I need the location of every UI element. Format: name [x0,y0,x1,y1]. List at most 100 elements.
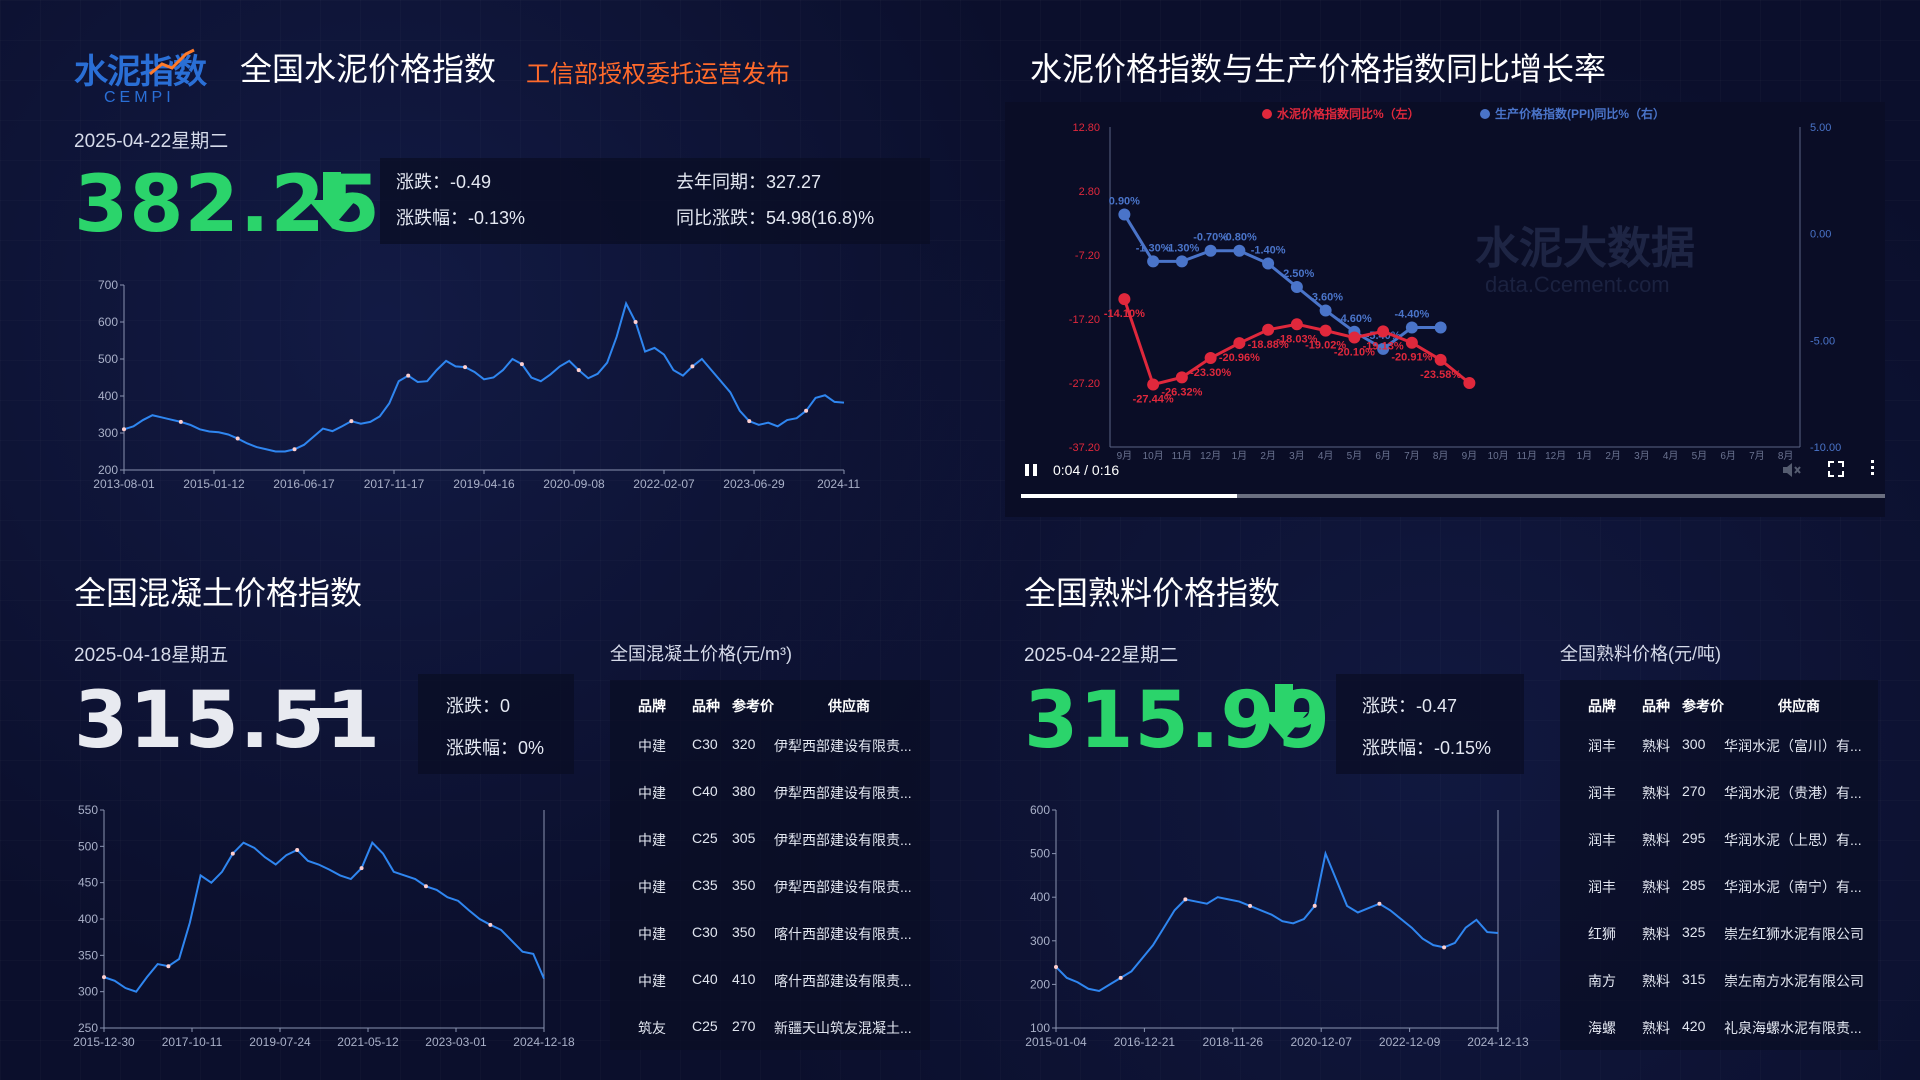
concrete-date: 2025-04-18星期五 [74,645,229,666]
cement-yoy-label: -18.03% [1276,333,1317,345]
data-point [122,427,126,432]
y-right-tick-label: -5.00 [1810,335,1835,347]
grade-cell: 熟料 [1642,973,1670,989]
supplier-cell: 伊犁西部建设有限责... [774,832,912,848]
table-row[interactable]: 中建 C30 320 伊犁西部建设有限责... [610,736,930,760]
x-tick-label: 2月 [1260,450,1276,462]
x-tick-label: 10月 [1143,450,1164,462]
table-row[interactable]: 中建 C35 350 伊犁西部建设有限责... [610,877,930,901]
ppi-label: -4.40% [1394,309,1429,321]
cement-yoy-point [1434,353,1447,366]
brand-cell: 中建 [638,785,666,801]
clinker-date: 2025-04-22星期二 [1024,645,1179,666]
series-line [123,300,845,453]
cement-change-pct: 涨跌幅：-0.13% [396,208,526,228]
cement-yoy-label: -27.44% [1133,394,1174,406]
price-cell: 410 [732,971,756,987]
table-row[interactable]: 润丰 熟料 300 华润水泥（富川）有... [1560,736,1878,760]
table-row[interactable]: 海螺 熟料 420 礼泉海螺水泥有限责... [1560,1018,1878,1042]
brand-cell: 润丰 [1588,832,1616,848]
x-tick-label: 5月 [1347,450,1363,462]
y-left-tick-label: -7.20 [1075,250,1100,262]
arrow-down-icon [1260,684,1308,740]
table-row[interactable]: 润丰 熟料 295 华润水泥（上思）有... [1560,830,1878,854]
table-header: 品牌 [1588,698,1616,714]
video-time: 0:04 / 0:16 [1053,462,1120,478]
concrete-history-chart[interactable]: 250 300 350 400 450 500 550 2015-12-30 2017-10-1… [60,800,580,1050]
table-header: 供应商 [1778,698,1820,714]
table-row[interactable]: 筑友 C25 270 新疆天山筑友混凝土... [610,1018,930,1042]
table-row[interactable]: 中建 C30 350 喀什西部建设有限责... [610,924,930,948]
ppi-label: -1.30% [1136,242,1171,254]
table-row[interactable]: 润丰 熟料 285 华润水泥（南宁）有... [1560,877,1878,901]
fullscreen-icon[interactable] [1827,460,1845,478]
data-point [488,922,493,927]
cement-history-chart[interactable]: 200 300 400 500 600 700 2013-08-01 2015-01-12 20… [80,275,860,500]
table-row[interactable]: 南方 熟料 315 崇左南方水泥有限公司 [1560,971,1878,995]
cement-yoy-point [1405,336,1418,349]
grade-cell: C25 [692,830,718,846]
more-options-icon[interactable] [1871,460,1875,475]
data-point [1442,945,1447,950]
cement-yoy-label: -14.10% [1104,308,1145,320]
price-cell: 295 [1682,830,1706,846]
y-tick-label: 400 [98,389,118,403]
table-row[interactable]: 中建 C40 410 喀什西部建设有限责... [610,971,930,995]
x-tick-label: 2015-12-30 [73,1035,135,1049]
supplier-cell: 华润水泥（贵港）有... [1724,785,1862,801]
cement-yoy-point [1204,352,1217,365]
clinker-change: 涨跌：-0.47 [1362,696,1458,716]
table-row[interactable]: 润丰 熟料 270 华润水泥（贵港）有... [1560,783,1878,807]
grade-cell: 熟料 [1642,879,1670,895]
cement-yoy-point [1175,371,1188,384]
x-tick-label: 2016-06-17 [273,477,335,491]
ppi-label: 0.90% [1109,195,1140,207]
y-tick-label: 400 [78,912,98,926]
y-tick-label: 300 [78,985,98,999]
brand-cell: 中建 [638,738,666,754]
x-tick-label: 12月 [1545,450,1566,462]
data-point [235,436,240,441]
concrete-change: 涨跌：0 [446,696,511,716]
table-row[interactable]: 中建 C40 380 伊犁西部建设有限责... [610,783,930,807]
cempi-logo: 水泥指数 CEMPI [74,44,214,106]
data-point [406,373,411,378]
grade-cell: 熟料 [1642,832,1670,848]
table-row[interactable]: 红狮 熟料 325 崇左红狮水泥有限公司 [1560,924,1878,948]
ppi-point [1434,321,1447,334]
y-right-tick-label: -10.00 [1810,442,1841,454]
y-tick-label: 600 [98,315,118,329]
ppi-video-player[interactable]: 12.80 2.80 -7.20 -17.20 -27.20 -37.20 5.00 0.00… [1005,102,1885,517]
grade-cell: C40 [692,783,718,799]
price-cell: 320 [732,736,756,752]
pause-icon[interactable] [1023,462,1039,478]
y-tick-label: 350 [78,948,98,962]
y-tick-label: 100 [1030,1021,1050,1035]
x-tick-label: 8月 [1778,450,1794,462]
table-row[interactable]: 中建 C25 305 伊犁西部建设有限责... [610,830,930,854]
data-point [230,851,235,856]
ppi-yoy-chart: 12.80 2.80 -7.20 -17.20 -27.20 -37.20 5.00 0.00… [1069,106,1841,462]
ppi-point [1262,257,1275,270]
supplier-cell: 礼泉海螺水泥有限责... [1724,1020,1862,1036]
ppi-point [1175,255,1188,268]
x-tick-label: 1月 [1232,450,1248,462]
clinker-history-chart[interactable]: 100 200 300 400 500 600 2015-01-04 2016-12-21 20… [1014,800,1534,1050]
cement-yoy-point [1233,337,1246,350]
x-tick-label: 2023-03-01 [425,1035,487,1049]
x-tick-label: 11月 [1172,450,1192,462]
ppi-label: -2.50% [1279,268,1314,280]
price-cell: 350 [732,877,756,893]
price-cell: 315 [1682,971,1706,987]
ppi-point [1147,255,1160,268]
data-point [178,419,183,424]
x-tick-label: 2017-10-11 [162,1035,223,1049]
cement-yoy-point [1319,324,1332,337]
grade-cell: 熟料 [1642,738,1670,754]
x-tick-label: 2024-11-1 [817,477,860,491]
video-progress-track[interactable] [1021,494,1885,498]
mute-icon[interactable] [1781,460,1801,480]
clinker-title: 全国熟料价格指数 [1024,575,1281,611]
y-tick-label: 400 [1030,890,1050,904]
cement-yoy-label: -23.58% [1420,369,1461,381]
